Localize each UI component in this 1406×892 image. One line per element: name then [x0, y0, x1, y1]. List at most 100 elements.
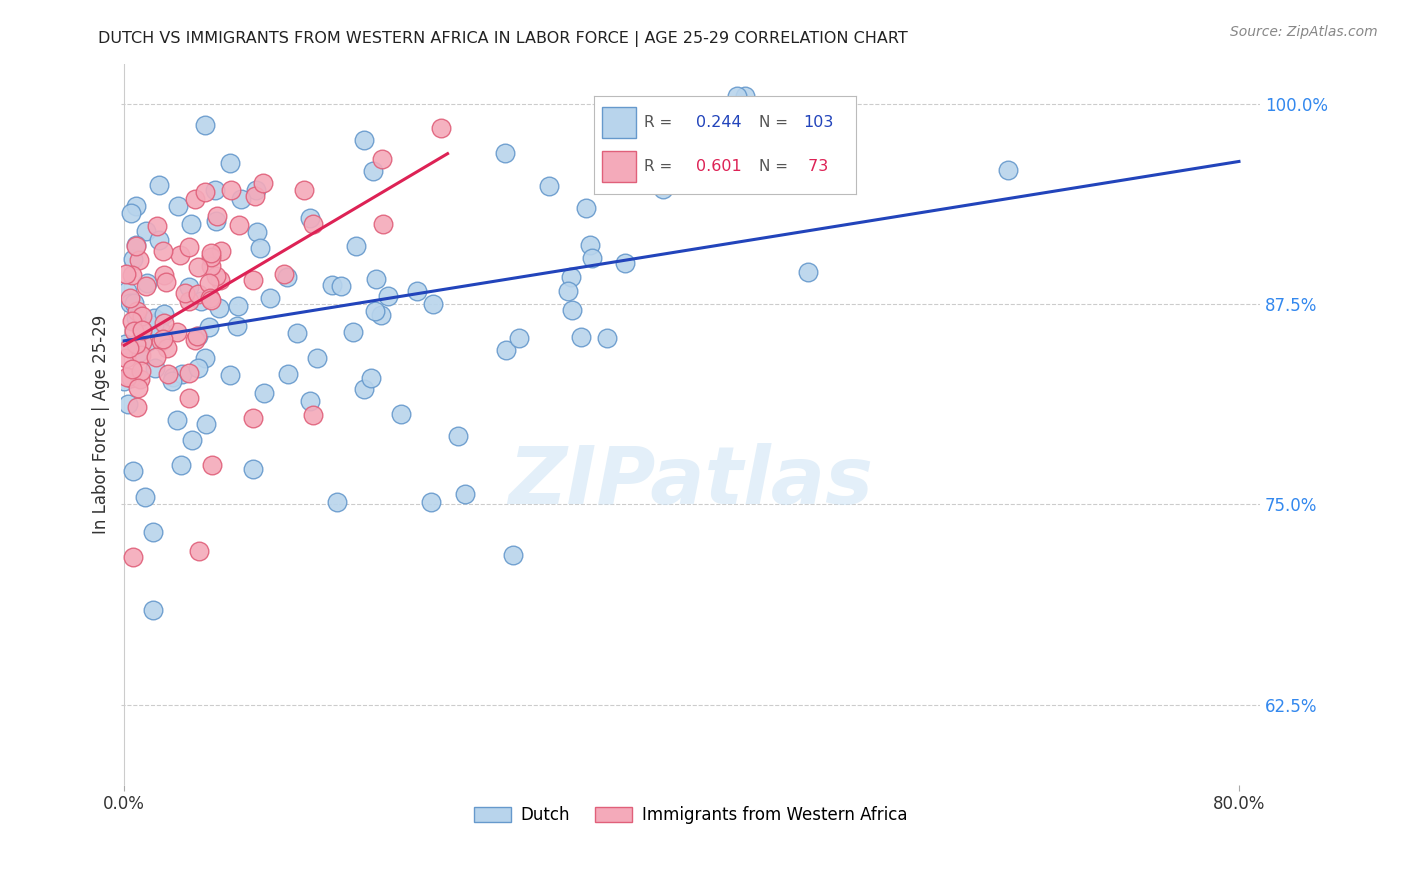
Point: [187, 361, 209, 376]
Point: [430, 121, 453, 136]
Point: [276, 269, 298, 284]
Point: [200, 250, 222, 264]
Point: [342, 325, 364, 339]
Point: [184, 192, 207, 206]
Point: [122, 252, 145, 267]
Point: [122, 296, 145, 310]
Point: [145, 350, 167, 364]
Point: [389, 407, 412, 421]
Point: [120, 370, 142, 384]
Point: [153, 268, 176, 282]
Point: [447, 429, 470, 443]
Point: [115, 268, 138, 282]
Point: [180, 217, 202, 231]
Point: [124, 337, 146, 351]
Point: [561, 302, 583, 317]
Point: [142, 524, 165, 539]
Point: [253, 386, 276, 401]
Point: [134, 490, 156, 504]
Point: [121, 314, 143, 328]
Point: [136, 335, 159, 350]
Point: [169, 248, 191, 262]
Point: [120, 291, 142, 305]
Point: [152, 332, 174, 346]
Point: [179, 240, 201, 254]
Point: [127, 381, 149, 395]
Point: [143, 360, 166, 375]
Point: [208, 273, 231, 287]
Point: [187, 329, 209, 343]
Point: [188, 544, 211, 558]
Point: [330, 278, 353, 293]
Point: [406, 284, 429, 298]
Point: [454, 487, 477, 501]
Point: [174, 285, 197, 300]
Point: [166, 413, 188, 427]
Point: [219, 368, 242, 383]
Point: [135, 224, 157, 238]
Point: [273, 267, 295, 281]
Point: [135, 278, 157, 293]
Point: [252, 176, 274, 190]
Point: [321, 278, 343, 293]
Point: [560, 269, 582, 284]
Point: [205, 214, 228, 228]
Point: [575, 201, 598, 215]
Point: [207, 210, 229, 224]
Point: [143, 311, 166, 326]
Point: [302, 217, 325, 231]
Point: [125, 238, 148, 252]
Point: [114, 337, 136, 351]
Point: [371, 152, 394, 166]
Point: [190, 293, 212, 308]
Point: [508, 331, 530, 345]
Point: [121, 361, 143, 376]
Point: [115, 351, 138, 365]
Point: [125, 311, 148, 326]
Point: [131, 309, 153, 323]
Point: [249, 241, 271, 255]
Point: [148, 233, 170, 247]
Point: [129, 348, 152, 362]
Point: [122, 324, 145, 338]
Point: [120, 206, 142, 220]
Point: [361, 164, 384, 178]
Point: [156, 341, 179, 355]
Point: [198, 292, 221, 306]
Point: [187, 260, 209, 274]
Point: [344, 238, 367, 252]
Point: [796, 265, 818, 279]
Point: [135, 277, 157, 291]
Point: [155, 275, 177, 289]
Point: [177, 391, 200, 405]
Point: [121, 550, 143, 565]
Point: [557, 284, 579, 298]
Point: [495, 343, 517, 357]
Point: [502, 549, 524, 563]
Point: [148, 314, 170, 328]
Point: [377, 289, 399, 303]
Point: [700, 153, 723, 168]
Point: [299, 394, 322, 409]
Point: [494, 146, 516, 161]
Point: [636, 161, 658, 176]
Point: [194, 119, 217, 133]
Point: [131, 323, 153, 337]
Point: [184, 333, 207, 347]
Point: [301, 409, 323, 423]
Point: [122, 464, 145, 478]
Point: [127, 346, 149, 360]
Text: Source: ZipAtlas.com: Source: ZipAtlas.com: [1230, 25, 1378, 39]
Point: [125, 239, 148, 253]
Point: [245, 183, 267, 197]
Point: [112, 374, 135, 388]
Y-axis label: In Labor Force | Age 25-29: In Labor Force | Age 25-29: [93, 315, 110, 534]
Point: [129, 372, 152, 386]
Point: [366, 272, 388, 286]
Point: [160, 374, 183, 388]
Point: [245, 189, 267, 203]
Point: [225, 319, 247, 334]
Point: [142, 603, 165, 617]
Point: [208, 301, 231, 315]
Point: [153, 307, 176, 321]
